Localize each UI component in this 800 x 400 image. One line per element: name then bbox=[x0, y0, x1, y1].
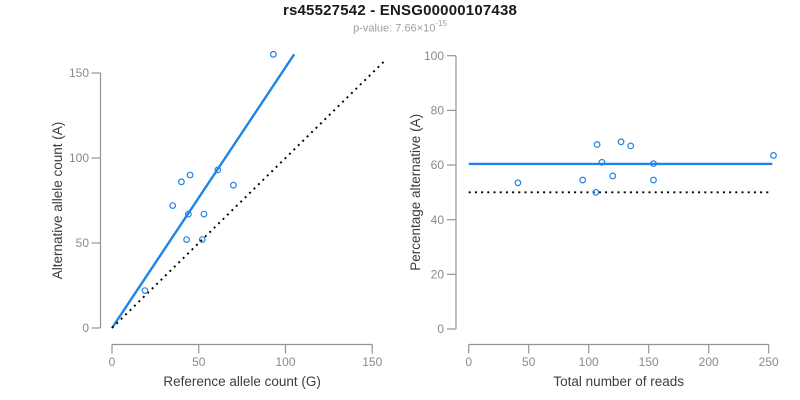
y-tick-label: 100 bbox=[424, 49, 444, 63]
identity-line bbox=[111, 58, 387, 329]
y-axis-title: Percentage alternative (A) bbox=[408, 114, 423, 271]
data-point bbox=[770, 152, 777, 159]
data-point bbox=[598, 158, 606, 166]
data-point bbox=[141, 287, 149, 295]
x-tick-label: 150 bbox=[362, 355, 382, 369]
chart-subtitle: p-value: 7.66×10-15 bbox=[0, 19, 800, 35]
y-tick-label: 100 bbox=[69, 151, 89, 165]
y-tick-label: 0 bbox=[82, 321, 89, 335]
panel-right: 0 20 40 60 80 100 0 50 100 150 200 250 Total number … bbox=[408, 49, 779, 389]
data-point bbox=[186, 171, 194, 179]
data-point bbox=[269, 50, 277, 58]
x-tick-label: 50 bbox=[192, 355, 206, 369]
x-tick-label: 150 bbox=[639, 355, 659, 369]
data-point bbox=[177, 178, 185, 186]
x-tick-label: 50 bbox=[522, 355, 536, 369]
panel-left: 0 50 100 150 0 50 100 150 Reference allele count… bbox=[50, 50, 387, 389]
y-axis-title: Alternative allele count (A) bbox=[50, 122, 65, 280]
data-point bbox=[198, 236, 206, 244]
y-tick-label: 20 bbox=[431, 268, 445, 282]
data-point bbox=[650, 160, 657, 168]
x-tick-label: 200 bbox=[699, 355, 719, 369]
data-point bbox=[609, 172, 617, 180]
x-axis-title: Total number of reads bbox=[553, 374, 684, 389]
data-point bbox=[183, 236, 191, 244]
x-tick-label: 0 bbox=[109, 355, 116, 369]
chart-title: rs45527542 - ENSG00000107438 bbox=[282, 2, 518, 19]
data-point bbox=[514, 179, 522, 187]
y-tick-label: 80 bbox=[431, 104, 445, 118]
y-tick-label: 50 bbox=[76, 236, 90, 250]
data-point bbox=[200, 210, 208, 218]
x-tick-label: 250 bbox=[759, 355, 779, 369]
data-point bbox=[650, 176, 657, 184]
x-axis-title: Reference allele count (G) bbox=[163, 374, 321, 389]
data-point bbox=[230, 181, 237, 189]
x-tick-label: 0 bbox=[465, 355, 472, 369]
y-tick-label: 150 bbox=[69, 66, 89, 80]
y-tick-label: 0 bbox=[437, 322, 444, 336]
x-tick-label: 100 bbox=[579, 355, 599, 369]
data-point bbox=[214, 166, 222, 174]
y-tick-label: 40 bbox=[431, 213, 445, 227]
regression-line bbox=[111, 53, 296, 329]
data-point bbox=[593, 141, 601, 148]
x-tick-label: 100 bbox=[275, 355, 295, 369]
data-point bbox=[592, 188, 600, 196]
p-value-text: p-value: 7.66×10 bbox=[353, 22, 436, 35]
y-tick-label: 60 bbox=[431, 158, 445, 172]
data-point bbox=[617, 138, 625, 146]
data-point bbox=[579, 176, 587, 184]
data-point bbox=[627, 142, 635, 150]
p-value-exponent: -15 bbox=[435, 19, 447, 28]
data-point bbox=[184, 210, 192, 218]
data-point bbox=[169, 202, 177, 210]
